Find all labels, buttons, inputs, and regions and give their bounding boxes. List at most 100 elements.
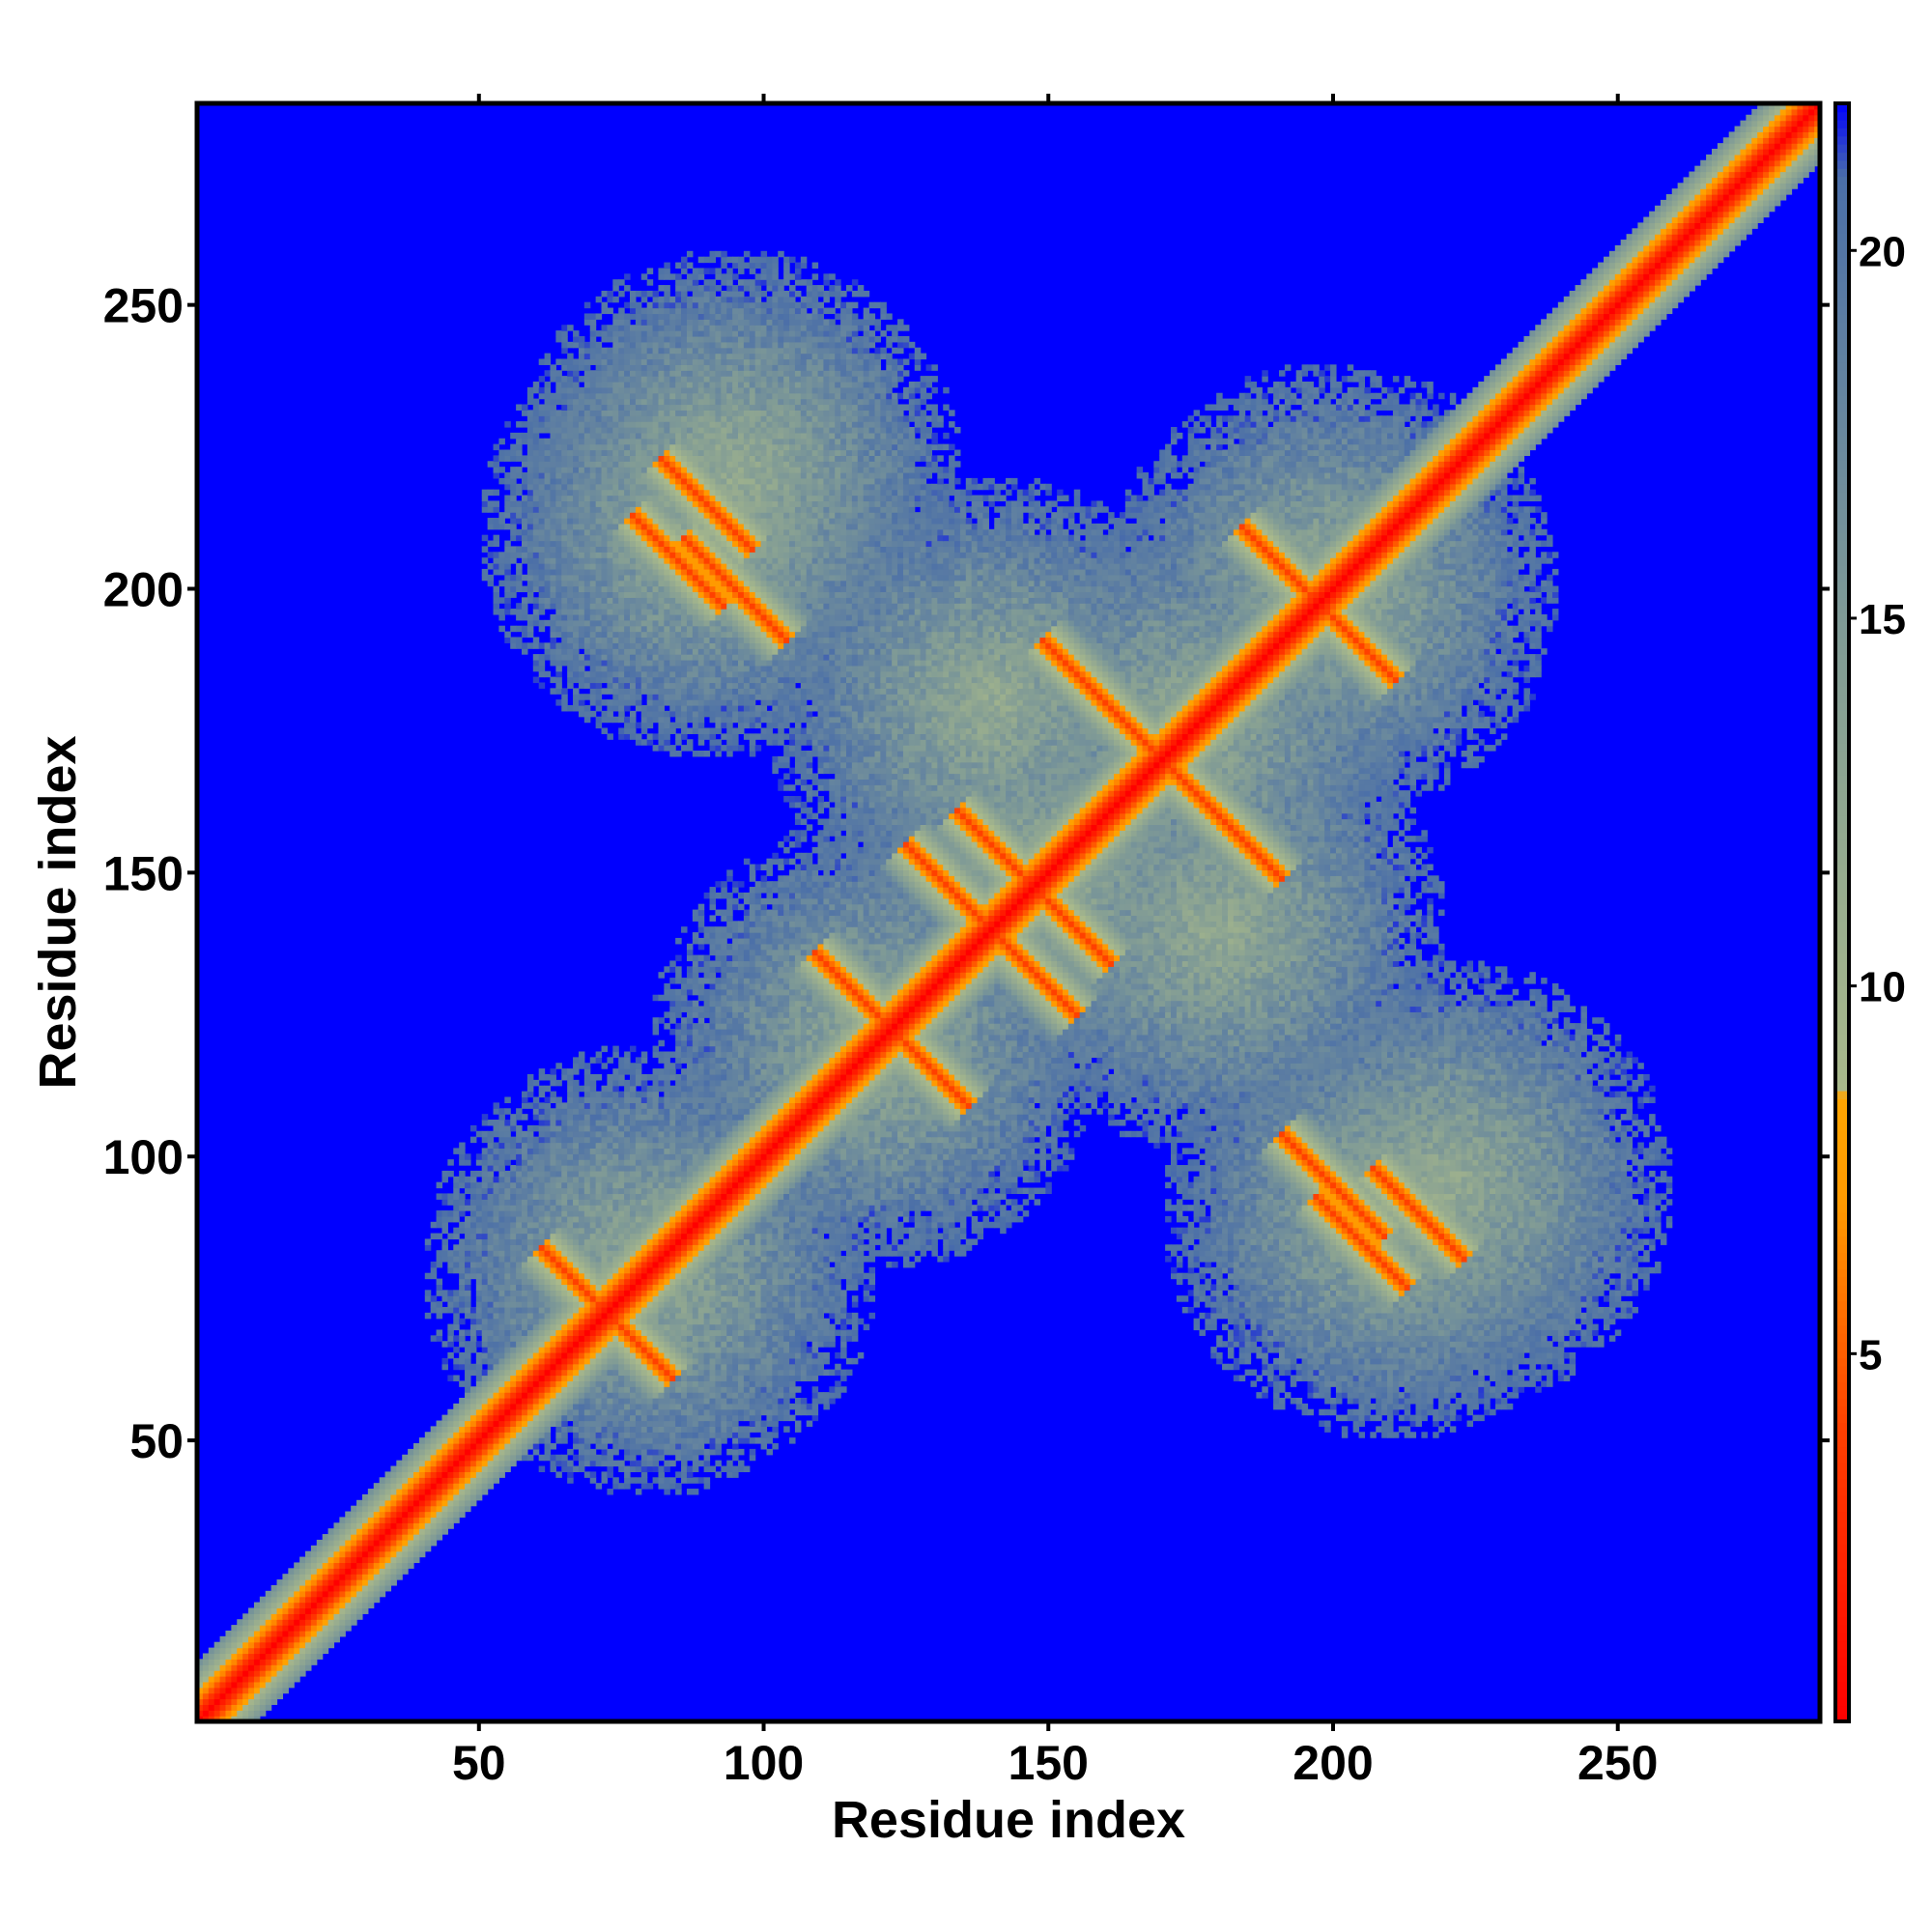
heatmap-cell <box>1228 1262 1234 1267</box>
heatmap-cell <box>494 1319 499 1324</box>
heatmap-cell <box>476 1324 482 1330</box>
heatmap-cell <box>498 1273 504 1279</box>
heatmap-cell <box>476 1494 482 1500</box>
heatmap-cell <box>750 1415 755 1421</box>
heatmap-cell <box>1529 1267 1535 1273</box>
heatmap-cell <box>1421 1262 1433 1267</box>
heatmap-cell <box>1580 1295 1586 1301</box>
heatmap-cell <box>1381 1364 1387 1370</box>
heatmap-cell <box>1291 1329 1296 1335</box>
heatmap-cell <box>1393 1347 1399 1352</box>
heatmap-cell <box>1228 1313 1234 1319</box>
heatmap-cell <box>1484 1347 1490 1352</box>
heatmap-cell <box>242 1693 248 1699</box>
heatmap-cell <box>516 1295 522 1301</box>
heatmap-cell <box>658 1279 664 1285</box>
heatmap-cell <box>669 1295 675 1301</box>
heatmap-cell <box>653 1461 659 1466</box>
heatmap-cell <box>1467 1392 1473 1398</box>
heatmap-cell <box>766 1432 772 1437</box>
heatmap-cell <box>710 1284 716 1290</box>
heatmap-cell <box>1552 1324 1558 1330</box>
heatmap-cell <box>1279 1319 1285 1324</box>
heatmap-cell <box>669 1273 675 1279</box>
heatmap-cell <box>459 1483 465 1489</box>
heatmap-cell <box>641 1256 647 1262</box>
heatmap-cell <box>1285 1329 1291 1335</box>
heatmap-cell <box>750 1409 755 1415</box>
heatmap-cell <box>801 1279 807 1285</box>
heatmap-cell <box>1433 1267 1438 1273</box>
heatmap-cell <box>1547 1307 1552 1313</box>
heatmap-cell <box>693 1267 698 1273</box>
heatmap-cell <box>567 1398 573 1404</box>
heatmap-cell <box>664 1443 669 1449</box>
heatmap-cell <box>726 1262 732 1267</box>
heatmap-cell <box>636 1307 641 1313</box>
heatmap-cell <box>282 1607 288 1613</box>
heatmap-cell <box>755 1415 761 1421</box>
heatmap-cell <box>1387 1301 1393 1307</box>
heatmap-cell <box>209 1676 214 1682</box>
heatmap-cell <box>1313 1313 1319 1319</box>
heatmap-cell <box>470 1483 476 1489</box>
heatmap-cell <box>1319 1358 1324 1364</box>
heatmap-cell <box>237 1631 242 1636</box>
heatmap-cell <box>380 1528 385 1534</box>
heatmap-cell <box>498 1352 504 1358</box>
heatmap-cell <box>1319 1267 1324 1273</box>
heatmap-cell <box>766 1329 772 1335</box>
heatmap-cell <box>818 1262 824 1267</box>
heatmap-cell <box>504 1437 510 1443</box>
heatmap-cell <box>612 1449 618 1455</box>
heatmap-cell <box>681 1284 687 1290</box>
heatmap-cell <box>664 1335 669 1341</box>
heatmap-cell <box>818 1273 824 1279</box>
heatmap-cell <box>624 1386 630 1392</box>
heatmap-cell <box>750 1329 755 1335</box>
heatmap-cell <box>533 1432 539 1437</box>
heatmap-cell <box>441 1443 447 1449</box>
heatmap-cell <box>1353 1421 1359 1427</box>
heatmap-cell <box>533 1392 539 1398</box>
heatmap-cell <box>402 1477 408 1483</box>
heatmap-cell <box>681 1426 687 1432</box>
heatmap-cell <box>1490 1324 1495 1330</box>
heatmap-cell <box>374 1500 380 1506</box>
heatmap-cell <box>852 1262 858 1267</box>
heatmap-cell <box>618 1307 624 1313</box>
heatmap-cell <box>584 1421 590 1427</box>
heatmap-cell <box>1490 1341 1495 1347</box>
heatmap-cell <box>333 1562 339 1568</box>
heatmap-cell <box>584 1290 590 1295</box>
heatmap-cell <box>453 1489 459 1494</box>
heatmap-cell <box>476 1466 482 1472</box>
heatmap-cell <box>596 1443 602 1449</box>
heatmap-cell <box>766 1335 772 1341</box>
heatmap-cell <box>869 1313 875 1319</box>
heatmap-cell <box>516 1437 522 1443</box>
heatmap-cell <box>778 1279 789 1285</box>
heatmap-cell <box>789 1267 795 1273</box>
heatmap-cell <box>231 1682 237 1688</box>
heatmap-cell <box>1450 1358 1456 1364</box>
heatmap-cell <box>681 1437 687 1443</box>
heatmap-cell <box>539 1370 545 1376</box>
heatmap-cell <box>1336 1415 1342 1421</box>
heatmap-cell <box>573 1295 579 1301</box>
heatmap-cell <box>704 1295 710 1301</box>
heatmap-cell <box>294 1574 299 1579</box>
heatmap-cell <box>1359 1262 1365 1267</box>
heatmap-cell <box>630 1267 636 1273</box>
heatmap-cell <box>1251 1301 1257 1307</box>
heatmap-cell <box>441 1364 447 1370</box>
heatmap-cell <box>522 1409 527 1415</box>
heatmap-cell <box>636 1256 641 1262</box>
heatmap-cell <box>1285 1347 1291 1352</box>
heatmap-cell <box>698 1398 704 1404</box>
heatmap-cell <box>425 1449 431 1455</box>
heatmap-cell <box>1490 1386 1495 1392</box>
heatmap-cell <box>1444 1319 1450 1324</box>
heatmap-cell <box>545 1449 551 1455</box>
heatmap-cell <box>795 1347 801 1352</box>
